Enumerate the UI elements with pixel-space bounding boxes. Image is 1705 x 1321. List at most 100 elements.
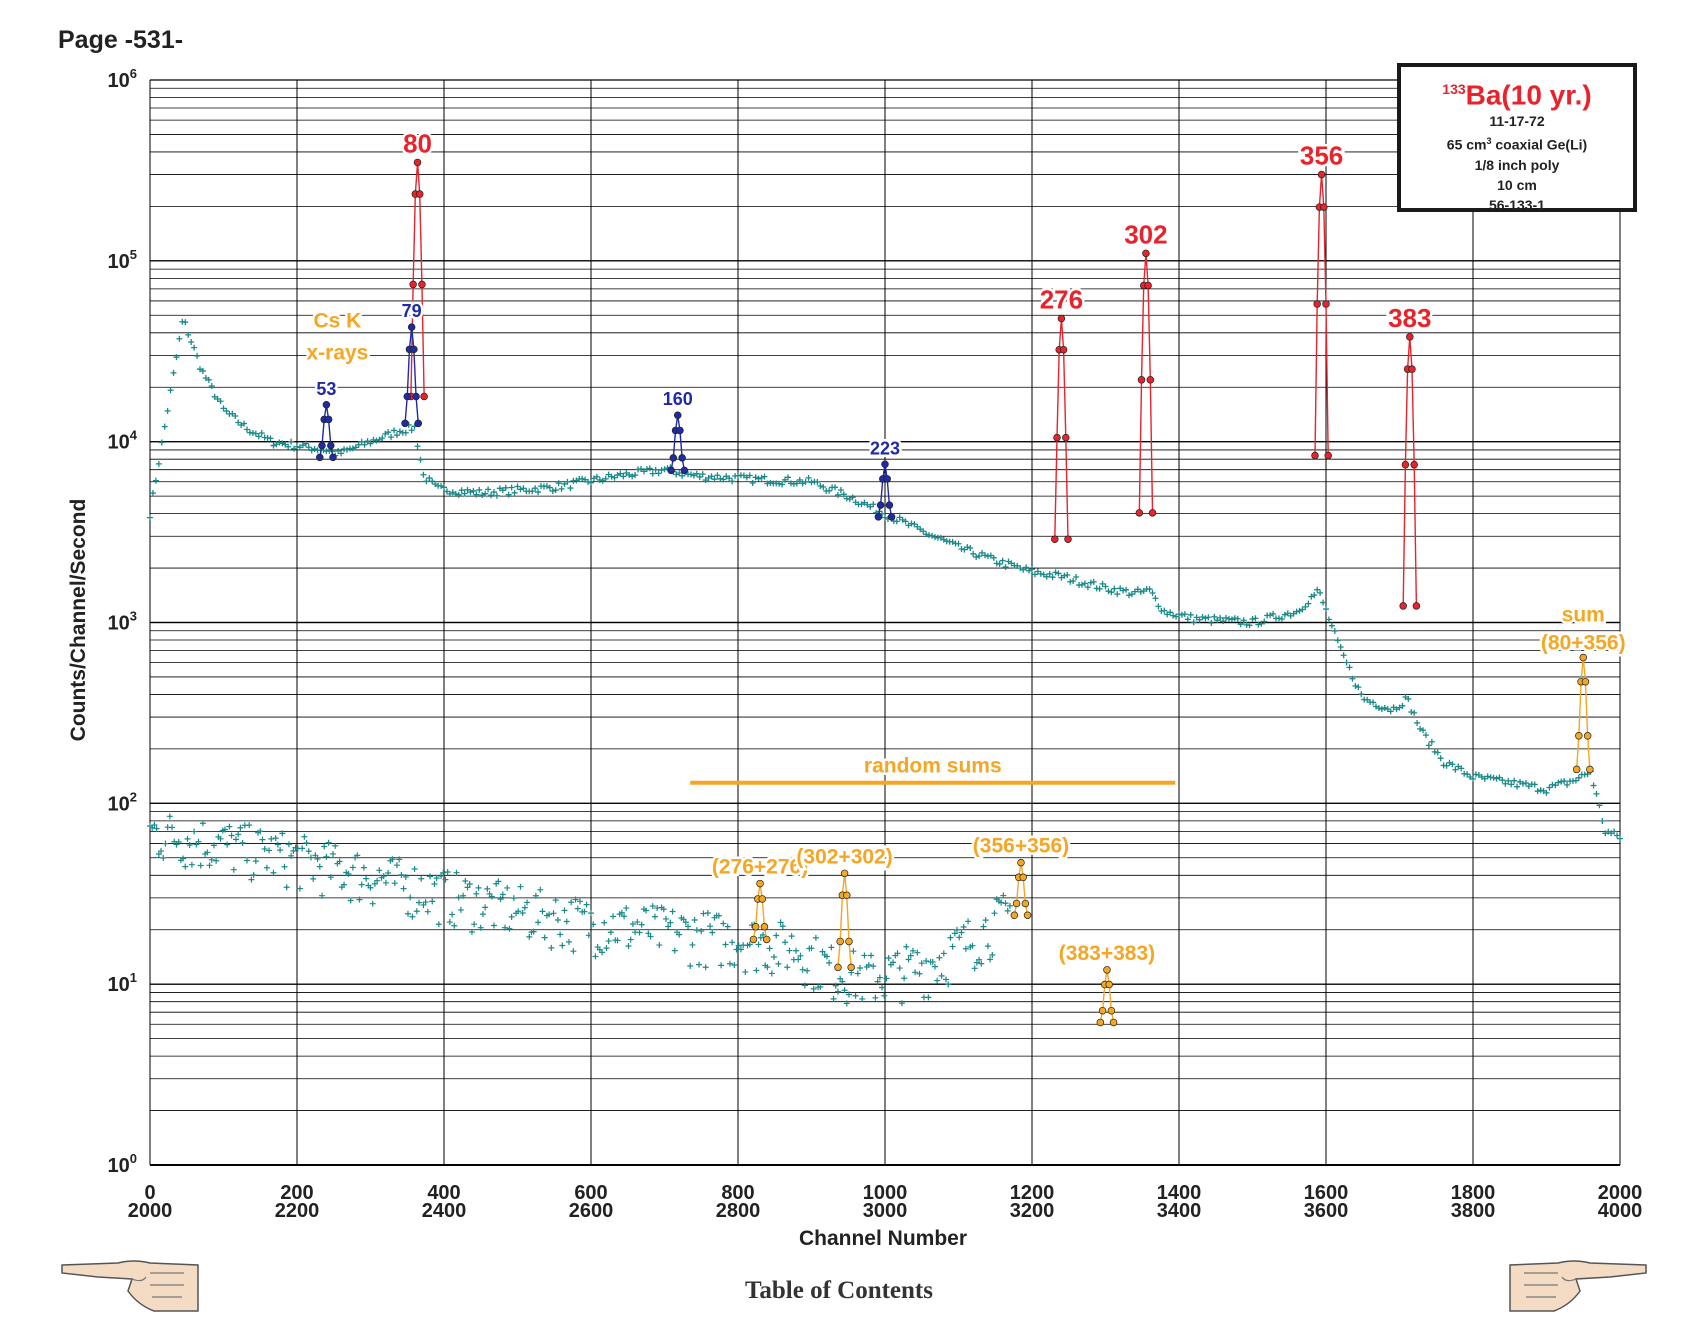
background-spectrum-point: [1249, 616, 1256, 623]
random-sums-point: [982, 917, 989, 924]
peak-label: (276+276): [712, 856, 808, 879]
random-sums-point: [909, 947, 916, 954]
background-spectrum-point: [1208, 619, 1215, 626]
background-spectrum-point: [1267, 612, 1274, 619]
background-spectrum-point: [520, 485, 527, 492]
random-sums-point: [363, 875, 370, 882]
random-sums-point: [839, 978, 846, 985]
random-sums-point: [832, 982, 839, 989]
background-spectrum-point: [593, 473, 600, 480]
background-spectrum-point: [793, 480, 800, 487]
background-spectrum-point: [752, 474, 759, 481]
background-spectrum-point: [1375, 705, 1382, 712]
random-sums-point: [188, 861, 195, 868]
background-spectrum-point: [1261, 618, 1268, 625]
background-spectrum-point: [1314, 586, 1321, 593]
background-spectrum-point: [1126, 592, 1133, 599]
background-spectrum-point: [1281, 611, 1288, 618]
background-spectrum-point: [870, 501, 877, 508]
background-spectrum-point: [652, 466, 659, 473]
background-spectrum-point: [1064, 571, 1071, 578]
random-sums-point: [799, 966, 806, 973]
background-spectrum-point: [976, 553, 983, 560]
random-sums-point: [823, 953, 830, 960]
random-sums-point: [510, 895, 517, 902]
random-sums-series: [147, 813, 1013, 1007]
background-spectrum-point: [1499, 777, 1506, 784]
random-sums-point: [691, 916, 698, 923]
table-of-contents-link[interactable]: Table of Contents: [745, 1277, 933, 1304]
random-sums-point: [724, 923, 731, 930]
random-sums-point: [834, 988, 841, 995]
background-spectrum-point: [188, 339, 195, 346]
background-spectrum-point: [508, 484, 515, 491]
random-sums-point: [786, 947, 793, 954]
random-sums-point: [318, 892, 325, 899]
random-sums-point: [239, 839, 246, 846]
background-spectrum-point: [1611, 828, 1618, 835]
random-sums-point: [237, 824, 244, 831]
background-spectrum-point: [1087, 579, 1094, 586]
background-spectrum-point: [990, 554, 997, 561]
background-spectrum-point: [973, 554, 980, 561]
peak-point: [1317, 170, 1326, 179]
background-spectrum-point: [388, 434, 395, 441]
peak-label: 383: [1388, 303, 1431, 333]
background-spectrum-point: [1425, 742, 1432, 749]
pointing-hand-right-icon[interactable]: [1500, 1255, 1650, 1315]
background-spectrum-point: [1061, 572, 1068, 579]
random-sums-point: [689, 941, 696, 948]
random-sums-point: [918, 960, 925, 967]
peak-point: [874, 513, 883, 521]
background-spectrum-point: [837, 486, 844, 493]
peak-point: [887, 513, 896, 521]
random-sums-point: [195, 838, 202, 845]
random-sums-point: [742, 968, 749, 975]
background-spectrum-point: [529, 488, 536, 495]
peak-point: [1144, 281, 1152, 290]
random-sums-point: [347, 897, 354, 904]
background-spectrum-point: [393, 432, 400, 439]
random-sums-point: [958, 929, 965, 936]
random-sums-point: [517, 883, 524, 890]
x-axis-ticks: 0200020022004002400600260080028001000300…: [128, 1182, 1643, 1222]
peak-line: [670, 415, 686, 471]
background-spectrum-point: [385, 429, 392, 436]
peak-point: [1324, 451, 1332, 460]
background-spectrum-point: [232, 413, 239, 420]
random-sums-point: [766, 945, 773, 952]
random-sums-point: [925, 994, 932, 1001]
peak-point: [1399, 602, 1407, 610]
peak-point: [881, 460, 889, 469]
peak-point: [1103, 966, 1111, 974]
random-sums-point: [797, 952, 804, 959]
x-tick-label-bottom: 4000: [1598, 1200, 1643, 1222]
background-spectrum-point: [1246, 622, 1253, 629]
background-spectrum-point: [408, 427, 415, 434]
pointing-hand-left-icon[interactable]: [58, 1255, 208, 1315]
random-sums-point: [894, 950, 901, 957]
random-sums-point: [303, 840, 310, 847]
peak-point: [1057, 314, 1066, 323]
random-sums-point: [857, 964, 864, 971]
random-sums-point: [455, 894, 462, 901]
background-spectrum-point: [199, 367, 206, 374]
random-sums-point: [601, 919, 608, 926]
random-sums-point: [793, 947, 800, 954]
random-sums-point: [707, 923, 714, 930]
background-spectrum-point: [1519, 780, 1526, 787]
random-sums-point: [484, 885, 491, 892]
random-sums-point: [643, 907, 650, 914]
random-sums-point: [720, 920, 727, 927]
background-spectrum-point: [1552, 782, 1559, 789]
background-spectrum-point: [1505, 777, 1512, 784]
background-spectrum-point: [452, 490, 459, 497]
random-sums-point: [524, 899, 531, 906]
background-spectrum-point: [696, 473, 703, 480]
background-spectrum-point: [1270, 610, 1277, 617]
random-sums-point: [235, 831, 242, 838]
background-spectrum-point: [1561, 778, 1568, 785]
background-spectrum-point: [558, 485, 565, 492]
background-spectrum-point: [1205, 614, 1212, 621]
background-spectrum-point: [1146, 586, 1153, 593]
